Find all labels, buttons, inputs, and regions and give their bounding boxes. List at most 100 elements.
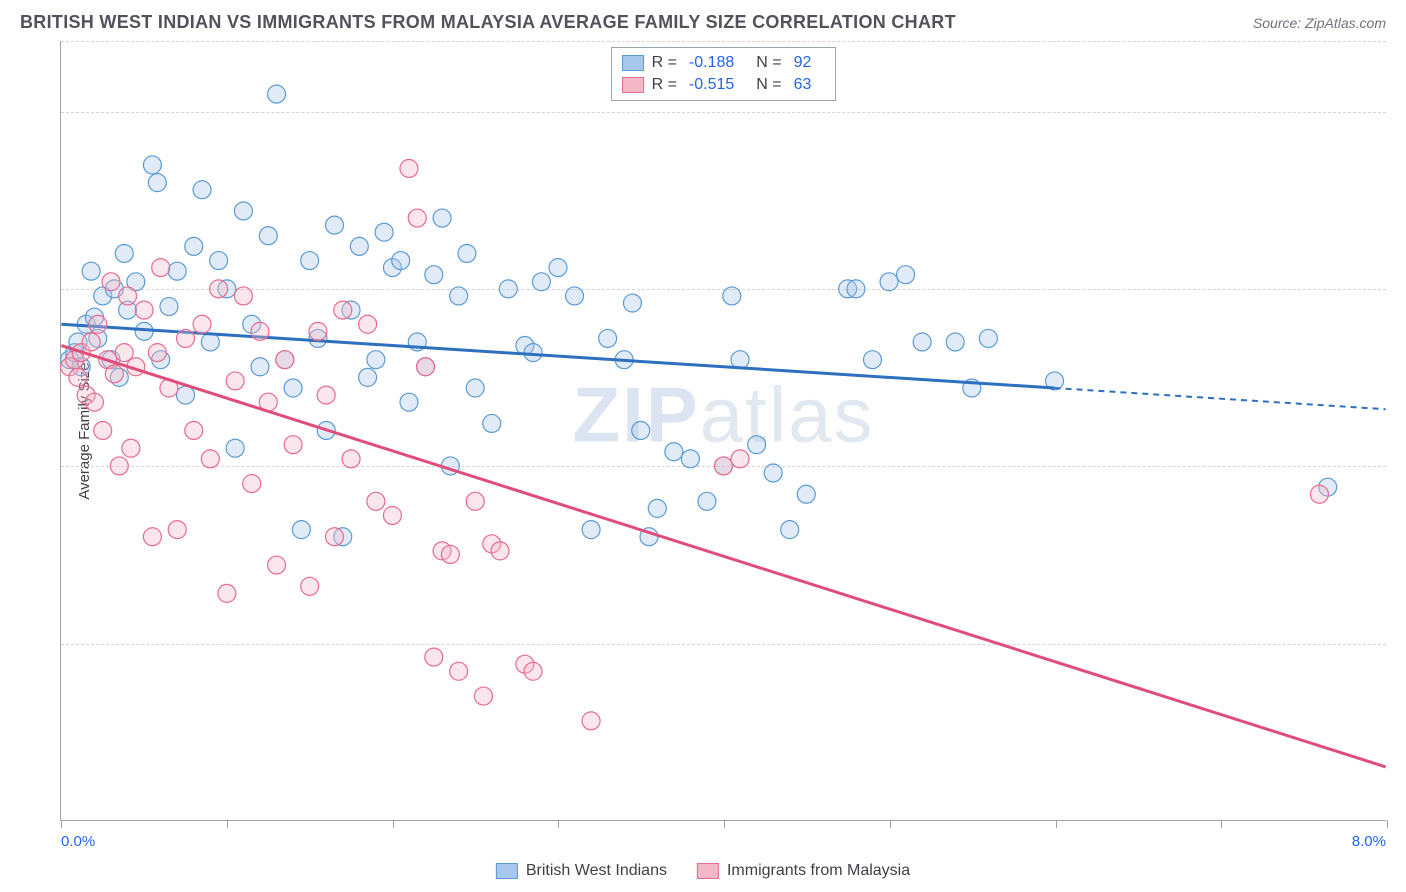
legend-row: R =-0.188 N =92 [622,52,826,74]
regression-line [61,324,1054,388]
scatter-point [226,372,244,390]
scatter-point [276,351,294,369]
scatter-point [367,351,385,369]
scatter-svg [61,41,1386,820]
x-tick [1056,820,1057,828]
scatter-point [681,450,699,468]
scatter-point [367,492,385,510]
scatter-point [243,475,261,493]
scatter-point [665,443,683,461]
scatter-point [135,301,153,319]
scatter-point [119,287,137,305]
scatter-point [499,280,517,298]
scatter-point [532,273,550,291]
scatter-point [648,499,666,517]
scatter-point [847,280,865,298]
scatter-point [268,85,286,103]
legend-swatch [697,863,719,879]
scatter-point [105,365,123,383]
x-tick [1387,820,1388,828]
scatter-point [417,358,435,376]
scatter-point [301,577,319,595]
x-tick [393,820,394,828]
legend-r-label: R = [652,54,677,72]
x-tick [724,820,725,828]
legend-r-value: -0.188 [689,54,734,72]
scatter-point [143,156,161,174]
scatter-point [731,450,749,468]
scatter-point [913,333,931,351]
scatter-point [599,329,617,347]
scatter-point [226,439,244,457]
scatter-point [342,450,360,468]
scatter-point [234,287,252,305]
legend-n-label: N = [756,54,781,72]
correlation-legend: R =-0.188 N =92 R =-0.515 N =63 [611,47,837,101]
scatter-point [582,712,600,730]
scatter-point [325,528,343,546]
scatter-point [102,273,120,291]
scatter-point [748,436,766,454]
scatter-point [82,333,100,351]
scatter-point [946,333,964,351]
scatter-point [715,457,733,475]
x-tick [227,820,228,828]
scatter-point [115,244,133,262]
scatter-point [483,414,501,432]
chart-plot-area: Average Family Size ZIPatlas 2.503.003.5… [60,41,1386,821]
scatter-point [466,379,484,397]
legend-swatch [622,55,644,71]
scatter-point [458,244,476,262]
scatter-point [491,542,509,560]
scatter-point [185,237,203,255]
scatter-point [723,287,741,305]
scatter-point [82,262,100,280]
scatter-point [400,393,418,411]
scatter-point [251,322,269,340]
scatter-point [292,521,310,539]
scatter-point [94,422,112,440]
scatter-point [549,259,567,277]
x-tick [890,820,891,828]
scatter-point [979,329,997,347]
legend-n-value: 63 [794,76,812,94]
scatter-point [582,521,600,539]
scatter-point [425,648,443,666]
scatter-point [301,252,319,270]
legend-item: Immigrants from Malaysia [697,862,910,880]
scatter-point [69,368,87,386]
scatter-point [201,450,219,468]
scatter-point [897,266,915,284]
scatter-point [350,237,368,255]
scatter-point [210,280,228,298]
scatter-point [623,294,641,312]
scatter-point [441,545,459,563]
regression-line-extrapolated [1055,388,1386,409]
scatter-point [880,273,898,291]
x-tick [1221,820,1222,828]
scatter-point [234,202,252,220]
scatter-point [89,315,107,333]
scatter-point [218,584,236,602]
scatter-point [168,262,186,280]
scatter-point [193,181,211,199]
scatter-point [193,315,211,333]
scatter-point [168,521,186,539]
scatter-point [148,344,166,362]
scatter-point [143,528,161,546]
legend-r-value: -0.515 [689,76,734,94]
scatter-point [524,662,542,680]
scatter-point [863,351,881,369]
scatter-point [797,485,815,503]
scatter-point [433,209,451,227]
legend-n-label: N = [756,76,781,94]
scatter-point [425,266,443,284]
scatter-point [284,436,302,454]
x-tick [558,820,559,828]
scatter-point [160,298,178,316]
scatter-point [185,422,203,440]
scatter-point [177,386,195,404]
scatter-point [383,506,401,524]
x-tick [61,820,62,828]
scatter-point [268,556,286,574]
